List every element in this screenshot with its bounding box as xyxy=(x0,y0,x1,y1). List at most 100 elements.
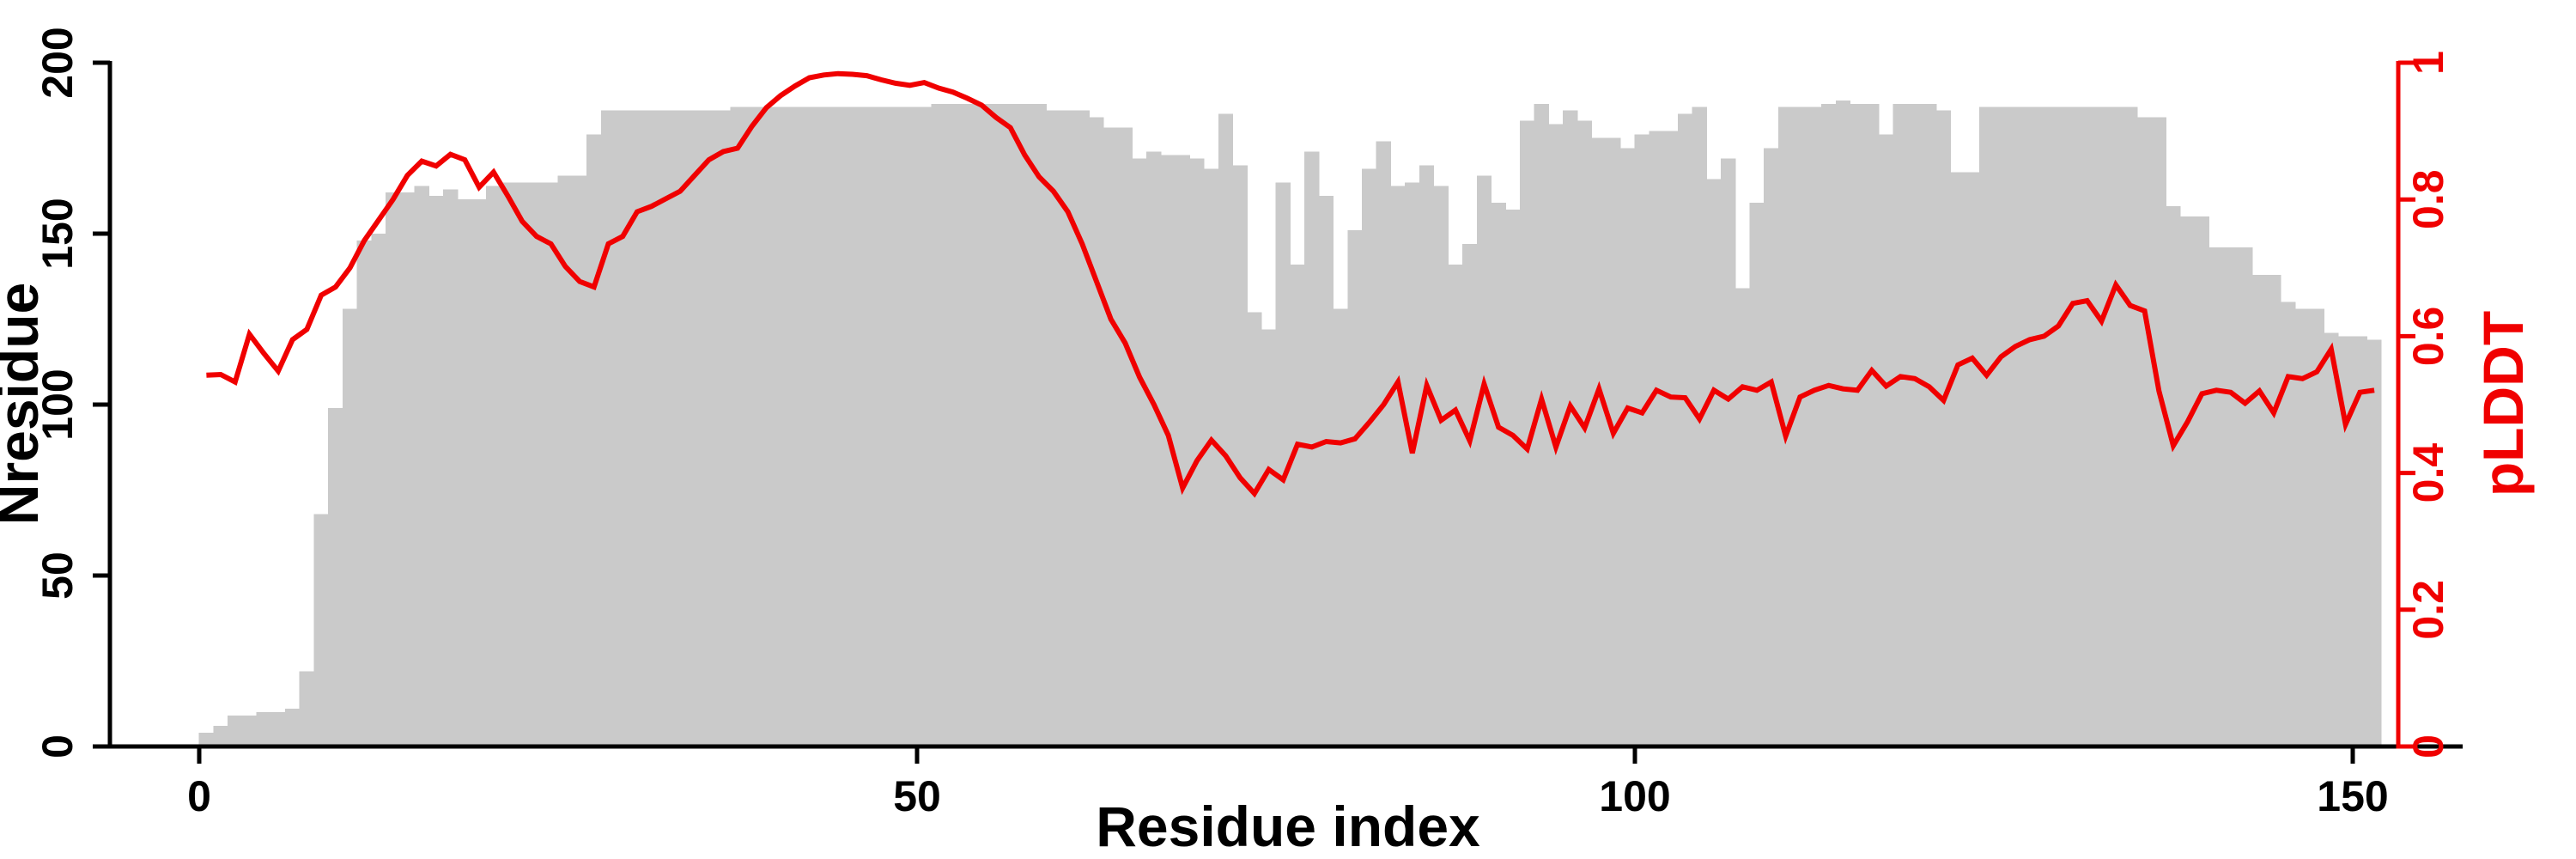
nresidue-bar xyxy=(1721,158,1736,747)
nresidue-bar xyxy=(672,110,688,747)
nresidue-bar xyxy=(386,192,401,747)
y-right-tick-label: 0.8 xyxy=(2404,169,2452,229)
nresidue-bar xyxy=(2050,107,2066,747)
nresidue-bar xyxy=(2080,107,2095,747)
nresidue-bar xyxy=(1146,151,1162,747)
nresidue-bar xyxy=(1950,172,1965,747)
nresidue-bar xyxy=(1634,134,1650,747)
nresidue-bar xyxy=(974,103,989,747)
nresidue-bar xyxy=(2093,107,2110,747)
nresidue-bar xyxy=(1534,103,1549,747)
nresidue-bar xyxy=(715,110,731,747)
nresidue-bar xyxy=(658,110,674,747)
nresidue-bar xyxy=(931,103,946,747)
nresidue-bar xyxy=(1218,113,1234,747)
y-left-tick-label: 0 xyxy=(33,734,82,758)
y-right-tick-label: 0 xyxy=(2404,734,2452,758)
plddt-line xyxy=(206,70,2375,498)
y-right-tick-label: 0.2 xyxy=(2404,580,2452,640)
nresidue-bar xyxy=(1993,107,2009,747)
nresidue-bar xyxy=(2036,107,2052,747)
nresidue-bar xyxy=(1261,329,1277,747)
nresidue-bar xyxy=(2266,274,2281,747)
nresidue-bar xyxy=(371,234,386,747)
nresidue-bar xyxy=(1476,175,1492,747)
nresidue-bar xyxy=(2208,247,2224,747)
y-left-tick-label: 150 xyxy=(33,198,82,269)
nresidue-bar xyxy=(945,103,961,747)
nresidue-bar xyxy=(1318,196,1334,747)
nresidue-bar xyxy=(730,107,745,747)
nresidue-bar xyxy=(514,182,530,747)
nresidue-bar xyxy=(1519,120,1535,747)
nresidue-bar xyxy=(1405,182,1420,747)
nresidue-bar xyxy=(1606,137,1621,747)
nresidue-bar xyxy=(529,182,544,747)
y-left-tick-label: 200 xyxy=(33,27,82,98)
nresidue-bar xyxy=(1175,155,1190,747)
nresidue-bar xyxy=(2309,308,2324,747)
nresidue-bar xyxy=(959,103,975,747)
nresidue-bar xyxy=(1060,110,1076,747)
nresidue-bar xyxy=(1649,131,1664,747)
nresidue-bar xyxy=(241,716,258,747)
nresidue-bars-layer xyxy=(198,100,2382,747)
nresidue-bar xyxy=(1089,117,1104,747)
nresidue-bar xyxy=(2324,332,2339,747)
nresidue-bar xyxy=(486,186,501,747)
nresidue-bar xyxy=(1031,103,1047,747)
y-left-tick-label: 50 xyxy=(33,551,82,600)
nresidue-bar xyxy=(328,407,343,747)
nresidue-bar xyxy=(1663,131,1679,747)
tick-labels-layer: 0 50 100 150 0 50 100 150 200 0 0.2 0.4 0.6 0.8 1 xyxy=(33,27,2452,820)
nresidue-bar xyxy=(1835,100,1851,747)
nresidue-bar xyxy=(600,110,617,747)
nresidue-bar xyxy=(557,175,574,747)
nresidue-bar xyxy=(1333,308,1348,747)
nresidue-bar xyxy=(1491,203,1506,747)
x-tick-label: 150 xyxy=(2317,772,2388,820)
nresidue-bar xyxy=(1935,110,1952,747)
nresidue-bar xyxy=(902,107,918,747)
nresidue-bar xyxy=(414,186,429,747)
x-tick-label: 100 xyxy=(1599,772,1670,820)
nresidue-bar xyxy=(2237,247,2253,747)
nresidue-bar xyxy=(299,671,315,747)
nresidue-bar xyxy=(845,107,860,747)
nresidue-bar xyxy=(1850,103,1865,747)
nresidue-bar xyxy=(256,712,271,747)
nresidue-bar xyxy=(701,110,717,747)
nresidue-bar xyxy=(2352,336,2368,747)
nresidue-bar xyxy=(2281,302,2296,747)
nresidue-bar xyxy=(1922,103,1937,747)
nresidue-bar xyxy=(213,726,228,747)
nresidue-bar xyxy=(399,192,416,747)
nresidue-bar xyxy=(1619,148,1636,747)
nresidue-bar xyxy=(572,175,587,747)
nresidue-bar xyxy=(1247,312,1262,747)
y-axis-title-left: Nresidue xyxy=(0,283,50,525)
nresidue-bar xyxy=(2194,216,2210,747)
nresidue-bar xyxy=(1764,148,1779,747)
y-right-tick-label: 0.4 xyxy=(2404,443,2452,503)
nresidue-bar xyxy=(1103,127,1119,747)
nresidue-bar xyxy=(2223,247,2239,747)
nresidue-bar xyxy=(2065,107,2081,747)
nresidue-bar xyxy=(1448,264,1463,747)
nresidue-bar xyxy=(1563,110,1578,747)
nresidue-bar xyxy=(1275,182,1291,747)
y-axis-title-right: pLDDT xyxy=(2471,311,2535,497)
nresidue-bar xyxy=(1864,103,1880,747)
nresidue-bar xyxy=(1735,288,1751,747)
nresidue-bar xyxy=(1807,107,1822,747)
y-right-tick-label: 0.6 xyxy=(2404,307,2452,367)
nresidue-bar xyxy=(1390,186,1406,747)
nresidue-bar xyxy=(744,107,760,747)
nresidue-bar xyxy=(2180,216,2196,747)
nresidue-bar xyxy=(1160,155,1176,747)
nresidue-bar xyxy=(2337,336,2354,747)
nresidue-bar xyxy=(500,182,516,747)
nresidue-bar xyxy=(888,107,903,747)
nresidue-bar xyxy=(916,107,933,747)
